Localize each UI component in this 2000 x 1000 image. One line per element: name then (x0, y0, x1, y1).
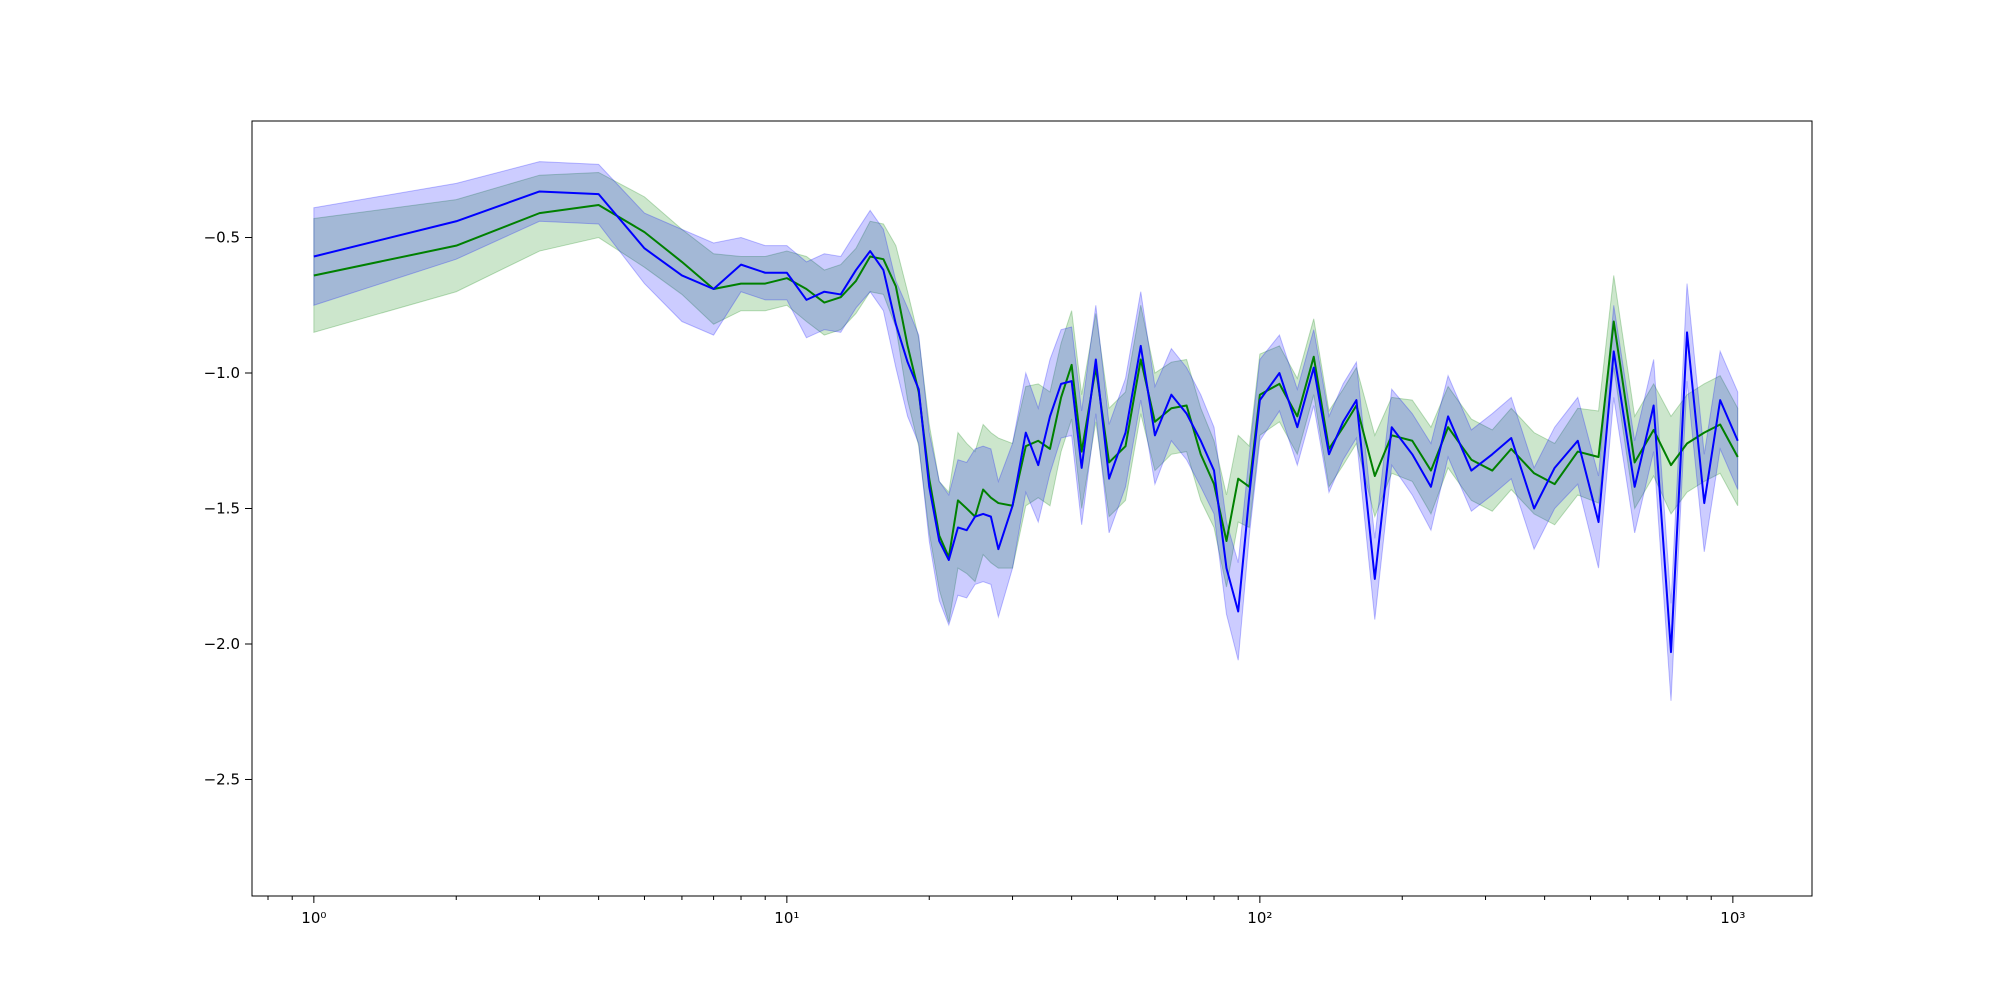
confidence-bands (313, 161, 1739, 701)
series-2-line (313, 190, 1739, 654)
y-tick-label: −1.5 (204, 500, 240, 518)
x-axis: 10⁰ 10¹ 10² 10³ (267, 896, 1745, 927)
series-1-band (313, 171, 1739, 623)
x-tick-label: 10¹ (774, 909, 799, 927)
y-tick-label: −1.0 (204, 364, 240, 382)
series-lines (313, 190, 1739, 654)
y-tick-label: −2.5 (204, 770, 240, 788)
series-2-band (313, 161, 1739, 701)
x-tick-label: 10³ (1720, 909, 1745, 927)
y-tick-label: −0.5 (204, 229, 240, 247)
y-tick-label: −2.0 (204, 635, 240, 653)
y-axis: −0.5 −1.0 −1.5 −2.0 −2.5 (204, 229, 252, 788)
x-tick-label: 10² (1247, 909, 1272, 927)
x-tick-label: 10⁰ (301, 909, 326, 927)
